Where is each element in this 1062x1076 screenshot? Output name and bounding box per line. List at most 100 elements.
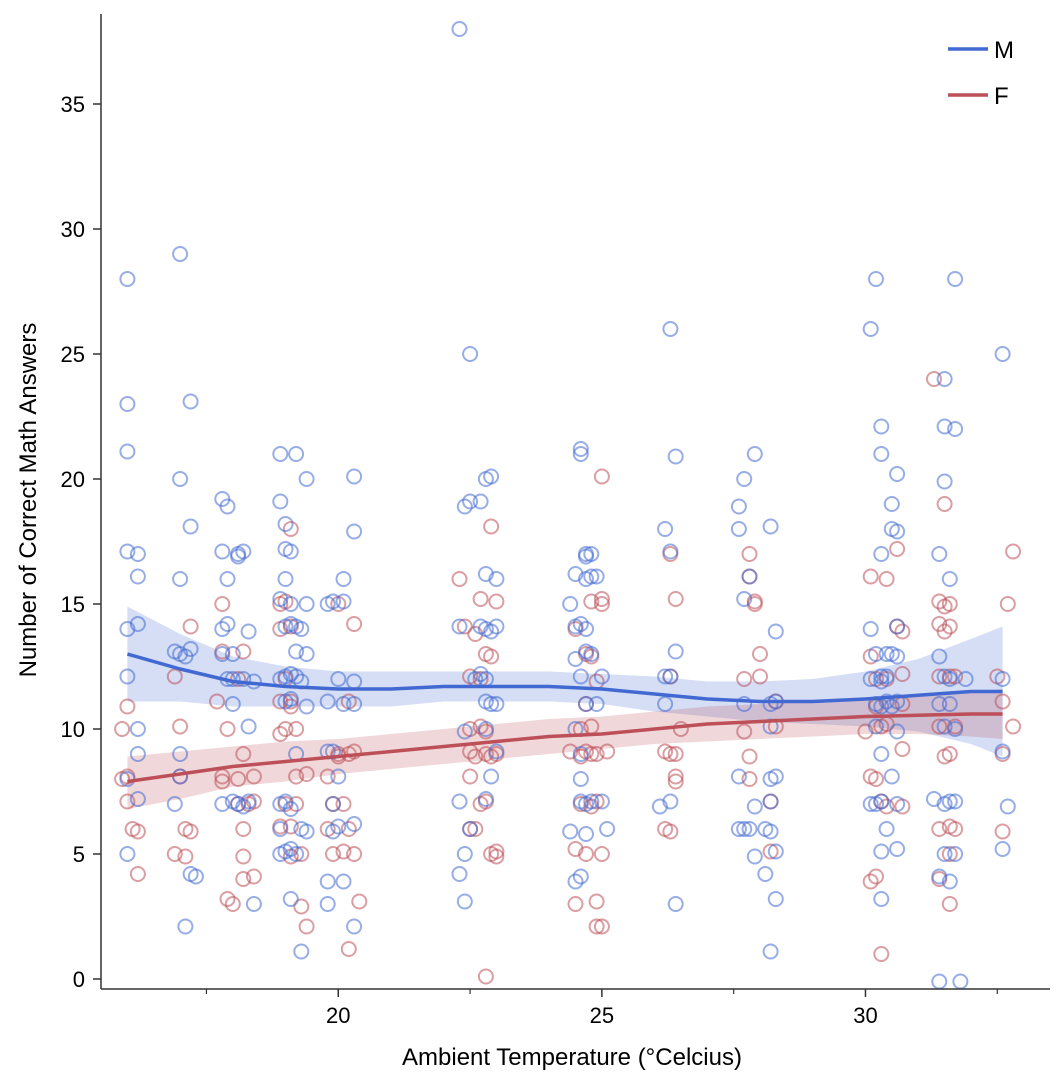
data-point-m — [335, 873, 352, 890]
data-point-m — [662, 668, 679, 685]
data-point-m — [451, 866, 468, 882]
data-point-m — [288, 446, 305, 462]
data-point-m — [889, 618, 906, 635]
data-point-m — [883, 496, 900, 512]
data-point-f — [741, 546, 758, 562]
y-tick-label: 5 — [73, 842, 85, 867]
data-point-m — [488, 618, 505, 635]
data-point-m — [240, 623, 257, 640]
data-point-m — [746, 446, 763, 462]
data-point-m — [456, 498, 473, 515]
data-point-f — [736, 671, 753, 687]
data-point-m — [319, 873, 336, 890]
data-point-m — [119, 668, 136, 685]
data-point-f — [593, 591, 610, 607]
data-point-f — [894, 623, 911, 640]
data-point-f — [588, 918, 605, 935]
data-point-f — [889, 541, 906, 557]
data-point-m — [456, 723, 473, 740]
data-point-f — [172, 718, 189, 735]
data-point-f — [931, 718, 948, 735]
data-point-m — [119, 271, 136, 287]
data-point-m — [941, 571, 958, 587]
data-point-f — [593, 468, 610, 485]
data-point-m — [952, 973, 969, 990]
data-point-m — [129, 546, 146, 562]
data-point-f — [483, 648, 500, 665]
data-point-f — [878, 571, 895, 587]
data-point-m — [994, 346, 1011, 362]
data-point-f — [272, 726, 289, 742]
data-point-m — [588, 696, 605, 712]
data-point-f — [567, 896, 584, 912]
data-point-m — [878, 821, 895, 837]
data-point-m — [593, 668, 610, 685]
data-point-m — [889, 648, 906, 665]
data-point-m — [462, 493, 479, 510]
data-point-m — [219, 498, 236, 515]
data-point-m — [282, 691, 299, 707]
data-point-m — [889, 693, 906, 710]
data-point-m — [214, 543, 231, 560]
data-point-m — [762, 943, 779, 960]
data-point-f — [931, 821, 948, 837]
data-point-m — [941, 696, 958, 712]
x-axis-label: Ambient Temperature (°Celcius) — [402, 1044, 742, 1071]
data-point-m — [483, 468, 500, 485]
data-point-f — [235, 848, 252, 865]
data-point-m — [335, 593, 352, 610]
data-point-m — [119, 443, 136, 460]
data-point-m — [119, 846, 136, 862]
data-point-m — [931, 648, 948, 665]
data-point-m — [657, 521, 674, 537]
data-point-m — [957, 671, 974, 687]
data-point-f — [931, 668, 948, 685]
data-point-m — [588, 568, 605, 585]
data-point-m — [272, 493, 289, 510]
data-point-m — [298, 823, 315, 840]
data-point-f — [936, 623, 953, 640]
data-point-f — [245, 868, 262, 885]
data-point-f — [483, 518, 500, 535]
data-point-f — [593, 596, 610, 612]
data-point-f — [129, 866, 146, 882]
data-point-m — [298, 698, 315, 715]
data-point-m — [224, 696, 241, 712]
data-point-m — [657, 668, 674, 685]
data-point-m — [941, 873, 958, 890]
data-point-f — [862, 873, 879, 890]
data-point-m — [172, 246, 189, 262]
data-point-m — [177, 918, 194, 935]
data-point-m — [873, 843, 890, 860]
data-point-m — [994, 671, 1011, 687]
data-point-f — [599, 743, 616, 760]
data-point-m — [878, 646, 895, 662]
axes: 0 5 10 15 20 25 30 35 20 25 30 — [61, 14, 1050, 1028]
data-point-m — [245, 896, 262, 912]
data-point-m — [572, 771, 589, 787]
data-point-f — [282, 818, 299, 835]
data-point-f — [467, 748, 484, 765]
x-tick-label: 25 — [590, 1003, 614, 1028]
data-point-m — [288, 643, 305, 660]
data-point-f — [340, 821, 357, 837]
data-point-m — [325, 593, 341, 610]
data-point-m — [129, 721, 146, 737]
data-point-m — [567, 873, 584, 890]
data-point-m — [477, 721, 494, 737]
data-point-m — [483, 696, 500, 712]
data-point-m — [219, 571, 236, 587]
data-point-m — [936, 473, 953, 490]
data-point-m — [282, 891, 299, 907]
data-point-f — [1005, 543, 1022, 560]
data-point-f — [346, 616, 363, 632]
data-point-m — [593, 793, 610, 810]
data-point-m — [736, 591, 753, 607]
data-point-m — [272, 446, 289, 462]
data-point-m — [172, 746, 189, 762]
data-point-f — [214, 773, 231, 790]
data-point-m — [293, 621, 310, 637]
data-point-m — [762, 793, 779, 810]
data-point-m — [562, 596, 579, 612]
data-point-m — [572, 668, 589, 685]
